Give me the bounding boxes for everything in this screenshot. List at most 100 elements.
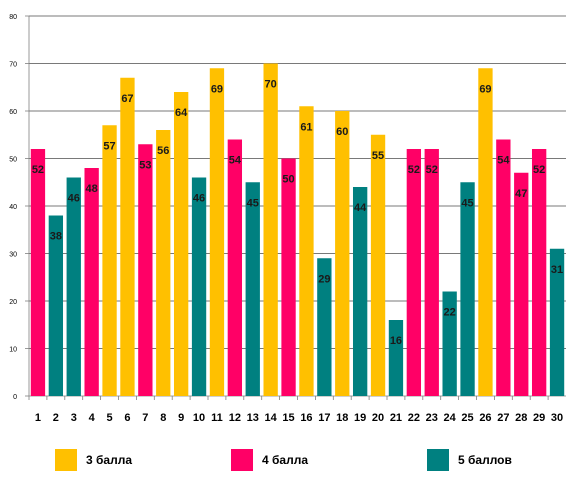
data-label: 50 [282, 174, 294, 186]
bar [191, 177, 207, 396]
data-label: 22 [444, 307, 456, 319]
y-tick-label: 50 [9, 157, 17, 164]
x-tick-label: 25 [461, 412, 473, 424]
data-label: 46 [68, 193, 80, 205]
y-tick-label: 10 [9, 347, 17, 354]
x-tick-label: 23 [426, 412, 438, 424]
data-label: 45 [247, 197, 259, 209]
data-label: 52 [426, 164, 438, 176]
legend-swatch-4-balla [231, 449, 253, 471]
data-label: 44 [354, 202, 367, 214]
data-label: 47 [515, 188, 527, 200]
x-tick-label: 8 [160, 412, 166, 424]
data-label: 46 [193, 193, 205, 205]
label-layer: 52 1 38 2 46 3 48 4 57 5 67 6 53 7 56 8 64 9 46 10 69 11 54 12 4… [32, 79, 563, 425]
bar [549, 248, 565, 396]
bar [281, 158, 296, 396]
bar [317, 258, 332, 396]
x-tick-label: 24 [444, 412, 457, 424]
x-tick-label: 4 [89, 412, 96, 424]
x-tick-label: 12 [229, 412, 241, 424]
data-label: 57 [103, 140, 115, 152]
data-label: 52 [408, 164, 420, 176]
bar [514, 172, 529, 396]
bar [66, 177, 81, 396]
bar [84, 168, 99, 396]
data-label: 31 [551, 264, 563, 276]
legend-label-3-balla: 3 балла [86, 453, 133, 467]
bar [173, 92, 189, 396]
x-tick-label: 3 [71, 412, 77, 424]
data-label: 48 [86, 183, 98, 195]
bar [209, 68, 225, 396]
data-label: 67 [121, 93, 133, 105]
y-tick-label: 30 [9, 252, 17, 259]
bar [388, 320, 404, 396]
bar [138, 144, 153, 396]
data-label: 52 [533, 164, 545, 176]
x-tick-label: 14 [265, 412, 278, 424]
y-tick-label: 20 [9, 299, 17, 306]
legend-swatch-3-balla [55, 449, 77, 471]
x-tick-label: 13 [247, 412, 259, 424]
y-tick-label: 40 [9, 204, 17, 211]
bar-layer [30, 63, 565, 396]
x-tick-label: 22 [408, 412, 420, 424]
data-label: 54 [497, 155, 510, 167]
x-tick-label: 6 [124, 412, 130, 424]
x-tick-label: 20 [372, 412, 384, 424]
legend-item-3-balla: 3 балла [55, 448, 132, 472]
bar [460, 182, 475, 396]
data-label: 45 [461, 197, 473, 209]
x-tick-label: 28 [515, 412, 527, 424]
bar [442, 291, 457, 396]
data-label: 60 [336, 126, 348, 138]
data-label: 53 [139, 159, 151, 171]
bar [299, 106, 314, 396]
x-tick-label: 19 [354, 412, 366, 424]
x-tick-label: 16 [300, 412, 312, 424]
bar [335, 111, 350, 396]
bar [156, 130, 171, 396]
bar [263, 63, 278, 396]
bar [120, 77, 135, 396]
bar [406, 149, 422, 396]
y-tick-label: 70 [9, 62, 17, 69]
data-label: 61 [300, 121, 312, 133]
y-tick-label: 80 [9, 14, 17, 21]
bar [245, 182, 260, 396]
bar [352, 187, 368, 396]
x-tick-label: 2 [53, 412, 59, 424]
x-tick-label: 15 [282, 412, 294, 424]
bar [227, 139, 243, 396]
data-label: 38 [50, 231, 62, 243]
data-label: 29 [318, 273, 330, 285]
bar [30, 149, 46, 396]
axis-layer: 0 10 20 30 40 50 60 70 80 [9, 14, 566, 401]
x-tick-label: 10 [193, 412, 205, 424]
x-tick-label: 7 [142, 412, 148, 424]
x-tick-label: 26 [479, 412, 491, 424]
x-tick-label: 27 [497, 412, 509, 424]
data-label: 16 [390, 335, 402, 347]
x-tick-label: 11 [211, 412, 223, 424]
y-tick-label: 0 [13, 394, 17, 401]
data-label: 69 [211, 83, 223, 95]
x-tick-label: 5 [106, 412, 112, 424]
bar [370, 134, 386, 396]
data-label: 55 [372, 150, 384, 162]
y-tick-label: 60 [9, 109, 17, 116]
bar [102, 125, 117, 396]
x-tick-label: 30 [551, 412, 563, 424]
x-tick-label: 9 [178, 412, 184, 424]
bar [48, 215, 64, 396]
legend: 3 балла 4 балла 5 баллов [0, 448, 578, 474]
bar [531, 149, 547, 396]
x-tick-label: 1 [35, 412, 41, 424]
data-label: 70 [265, 79, 277, 91]
data-label: 69 [479, 83, 491, 95]
legend-item-4-balla: 4 балла [231, 448, 308, 472]
x-tick-label: 18 [336, 412, 348, 424]
bar [496, 139, 511, 396]
